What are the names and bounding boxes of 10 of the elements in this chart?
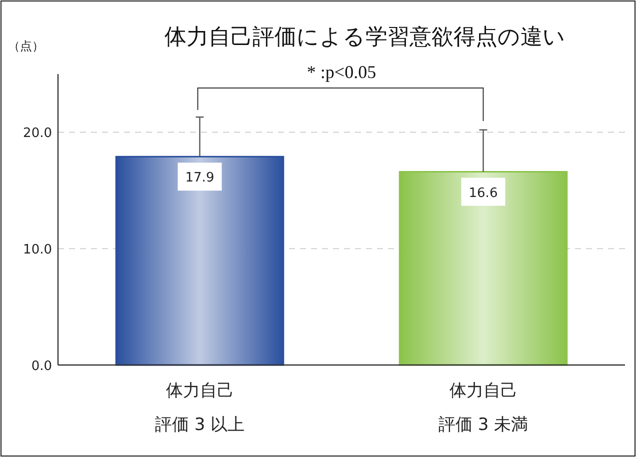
- data-label: 16.6: [468, 186, 498, 201]
- annotation: * :p<0.05: [306, 62, 376, 82]
- y-axis-title: （点）: [8, 39, 44, 53]
- y-tick-label: 10.0: [23, 242, 52, 258]
- y-tick-label: 20.0: [23, 126, 52, 142]
- y-tick-label: 0.0: [31, 359, 52, 374]
- data-label: 17.9: [185, 170, 214, 186]
- x-tick-label: 体力自己評価 3 未満: [438, 381, 528, 435]
- chart-title: 体力自己評価による学習意欲得点の違い: [164, 25, 566, 50]
- x-tick-label: 体力自己評価 3 以上: [154, 381, 245, 435]
